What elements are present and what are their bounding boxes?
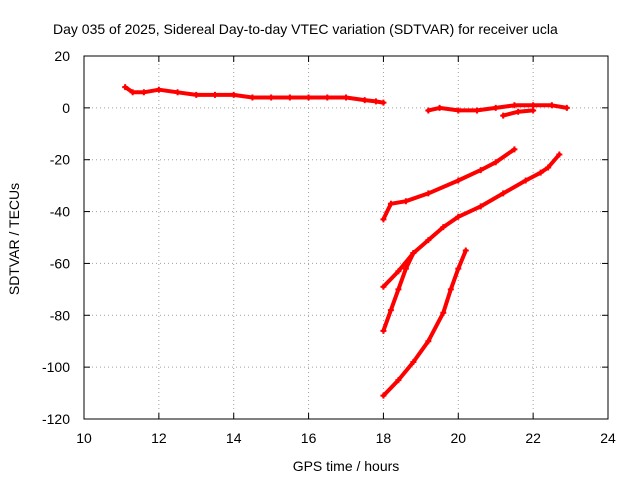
data-point (387, 307, 394, 314)
data-point (410, 358, 417, 365)
data-point (155, 86, 162, 93)
data-point (380, 99, 387, 106)
x-tick-label: 14 (226, 430, 242, 446)
x-tick-label: 20 (450, 430, 466, 446)
data-point (455, 265, 462, 272)
series-2 (425, 102, 570, 114)
data-point (500, 190, 507, 197)
y-tick-label: -80 (50, 307, 70, 323)
data-point (492, 159, 499, 166)
chart-title: Day 035 of 2025, Sidereal Day-to-day VTE… (53, 21, 558, 37)
y-tick-label: -40 (50, 204, 70, 220)
data-point (462, 247, 469, 254)
x-tick-label: 22 (525, 430, 541, 446)
data-point (402, 265, 409, 272)
data-point (249, 94, 256, 101)
data-point (436, 104, 443, 111)
data-point (477, 203, 484, 210)
data-point (395, 268, 402, 275)
x-axis-label: GPS time / hours (293, 458, 400, 474)
data-point (511, 102, 518, 109)
data-point (477, 167, 484, 174)
data-point (425, 338, 432, 345)
data-point (530, 102, 537, 109)
y-tick-label: -60 (50, 255, 70, 271)
x-tick-label: 18 (376, 430, 392, 446)
data-point (230, 91, 237, 98)
data-point (530, 107, 537, 114)
data-point (410, 250, 417, 257)
data-point (402, 198, 409, 205)
data-point (455, 177, 462, 184)
data-point (556, 151, 563, 158)
data-point (545, 164, 552, 171)
data-point (440, 309, 447, 316)
data-point (425, 107, 432, 114)
data-point (174, 89, 181, 96)
grid (83, 55, 609, 420)
data-point (455, 107, 462, 114)
data-point (455, 213, 462, 220)
data-point (122, 84, 129, 91)
x-tick-label: 10 (76, 430, 92, 446)
series-layer (122, 84, 570, 399)
data-point (500, 112, 507, 119)
y-tick-label: 0 (62, 100, 70, 116)
data-point (425, 190, 432, 197)
data-point (140, 89, 147, 96)
data-point (305, 94, 312, 101)
data-point (361, 97, 368, 104)
series-line (123, 85, 386, 105)
y-axis-label: SDTVAR / TECUs (6, 183, 22, 295)
data-point (440, 224, 447, 231)
data-point (537, 169, 544, 176)
series-7 (380, 247, 469, 399)
data-point (515, 108, 522, 115)
data-point (474, 107, 480, 114)
x-tick-label: 12 (151, 430, 167, 446)
y-tick-label: 20 (54, 48, 70, 64)
data-point (343, 94, 349, 101)
data-point (511, 146, 518, 153)
data-point (129, 89, 136, 96)
data-point (324, 94, 331, 101)
data-point (387, 200, 394, 207)
plot-frame (83, 55, 609, 420)
series-1 (122, 84, 387, 106)
data-point (212, 91, 218, 98)
data-point (395, 377, 402, 384)
tick-labels: 10 12 14 16 18 20 22 24 20 0 -20 -40 -60 -80 -100 -120 (42, 48, 616, 446)
data-point (268, 94, 275, 101)
y-tick-label: -100 (42, 359, 70, 375)
series-4 (380, 146, 518, 223)
series-6 (380, 250, 417, 334)
x-tick-label: 24 (600, 430, 616, 446)
y-tick-label: -20 (50, 152, 70, 168)
data-point (286, 94, 293, 101)
data-point (563, 104, 570, 111)
y-tick-label: -120 (42, 411, 70, 427)
series-3 (500, 107, 537, 119)
data-point (380, 327, 387, 334)
data-point (193, 91, 200, 98)
data-point (522, 177, 529, 184)
data-point (380, 283, 387, 290)
data-point (492, 104, 499, 111)
data-point (372, 98, 379, 105)
data-point (447, 286, 454, 293)
data-point (395, 286, 402, 293)
data-point (380, 216, 387, 223)
data-point (425, 237, 432, 244)
data-point (548, 102, 555, 109)
series-line (381, 248, 468, 398)
x-tick-label: 16 (301, 430, 317, 446)
data-point (380, 392, 387, 399)
